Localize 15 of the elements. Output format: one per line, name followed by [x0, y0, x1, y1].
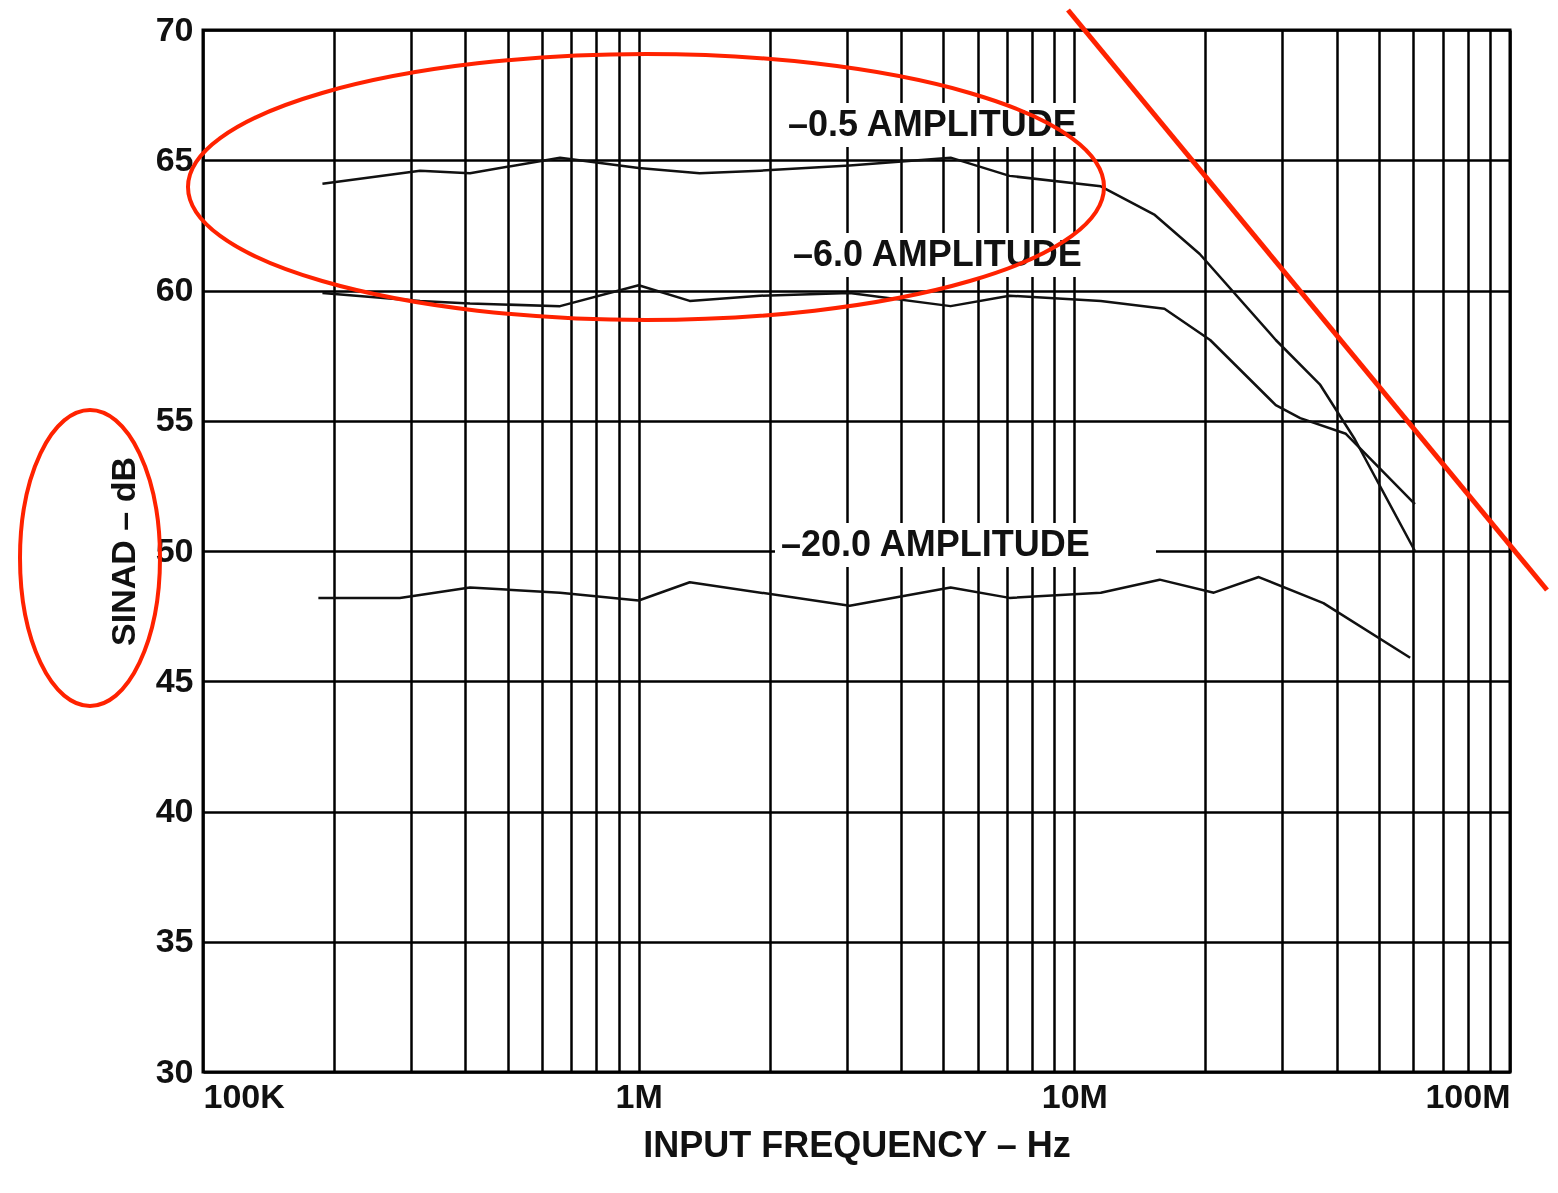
x-tick-label: 100K — [203, 1076, 286, 1115]
x-axis-title: INPUT FREQUENCY – Hz — [643, 1123, 1071, 1165]
x-tick-label: 100M — [1425, 1076, 1511, 1115]
series-label: –20.0 AMPLITUDE — [781, 523, 1090, 564]
y-tick-label: 45 — [155, 660, 194, 699]
x-tick-label: 1M — [615, 1076, 663, 1115]
y-tick-label: 55 — [155, 400, 194, 439]
y-tick-label: 60 — [155, 270, 194, 308]
y-tick-label: 65 — [155, 139, 194, 178]
x-tick-label: 10M — [1041, 1076, 1108, 1115]
y-tick-label: 35 — [155, 921, 194, 960]
y-tick-label: 70 — [155, 9, 194, 48]
y-tick-label: 40 — [155, 791, 194, 829]
y-axis-title: SINAD – dB — [103, 457, 142, 646]
y-tick-label: 30 — [155, 1051, 194, 1090]
